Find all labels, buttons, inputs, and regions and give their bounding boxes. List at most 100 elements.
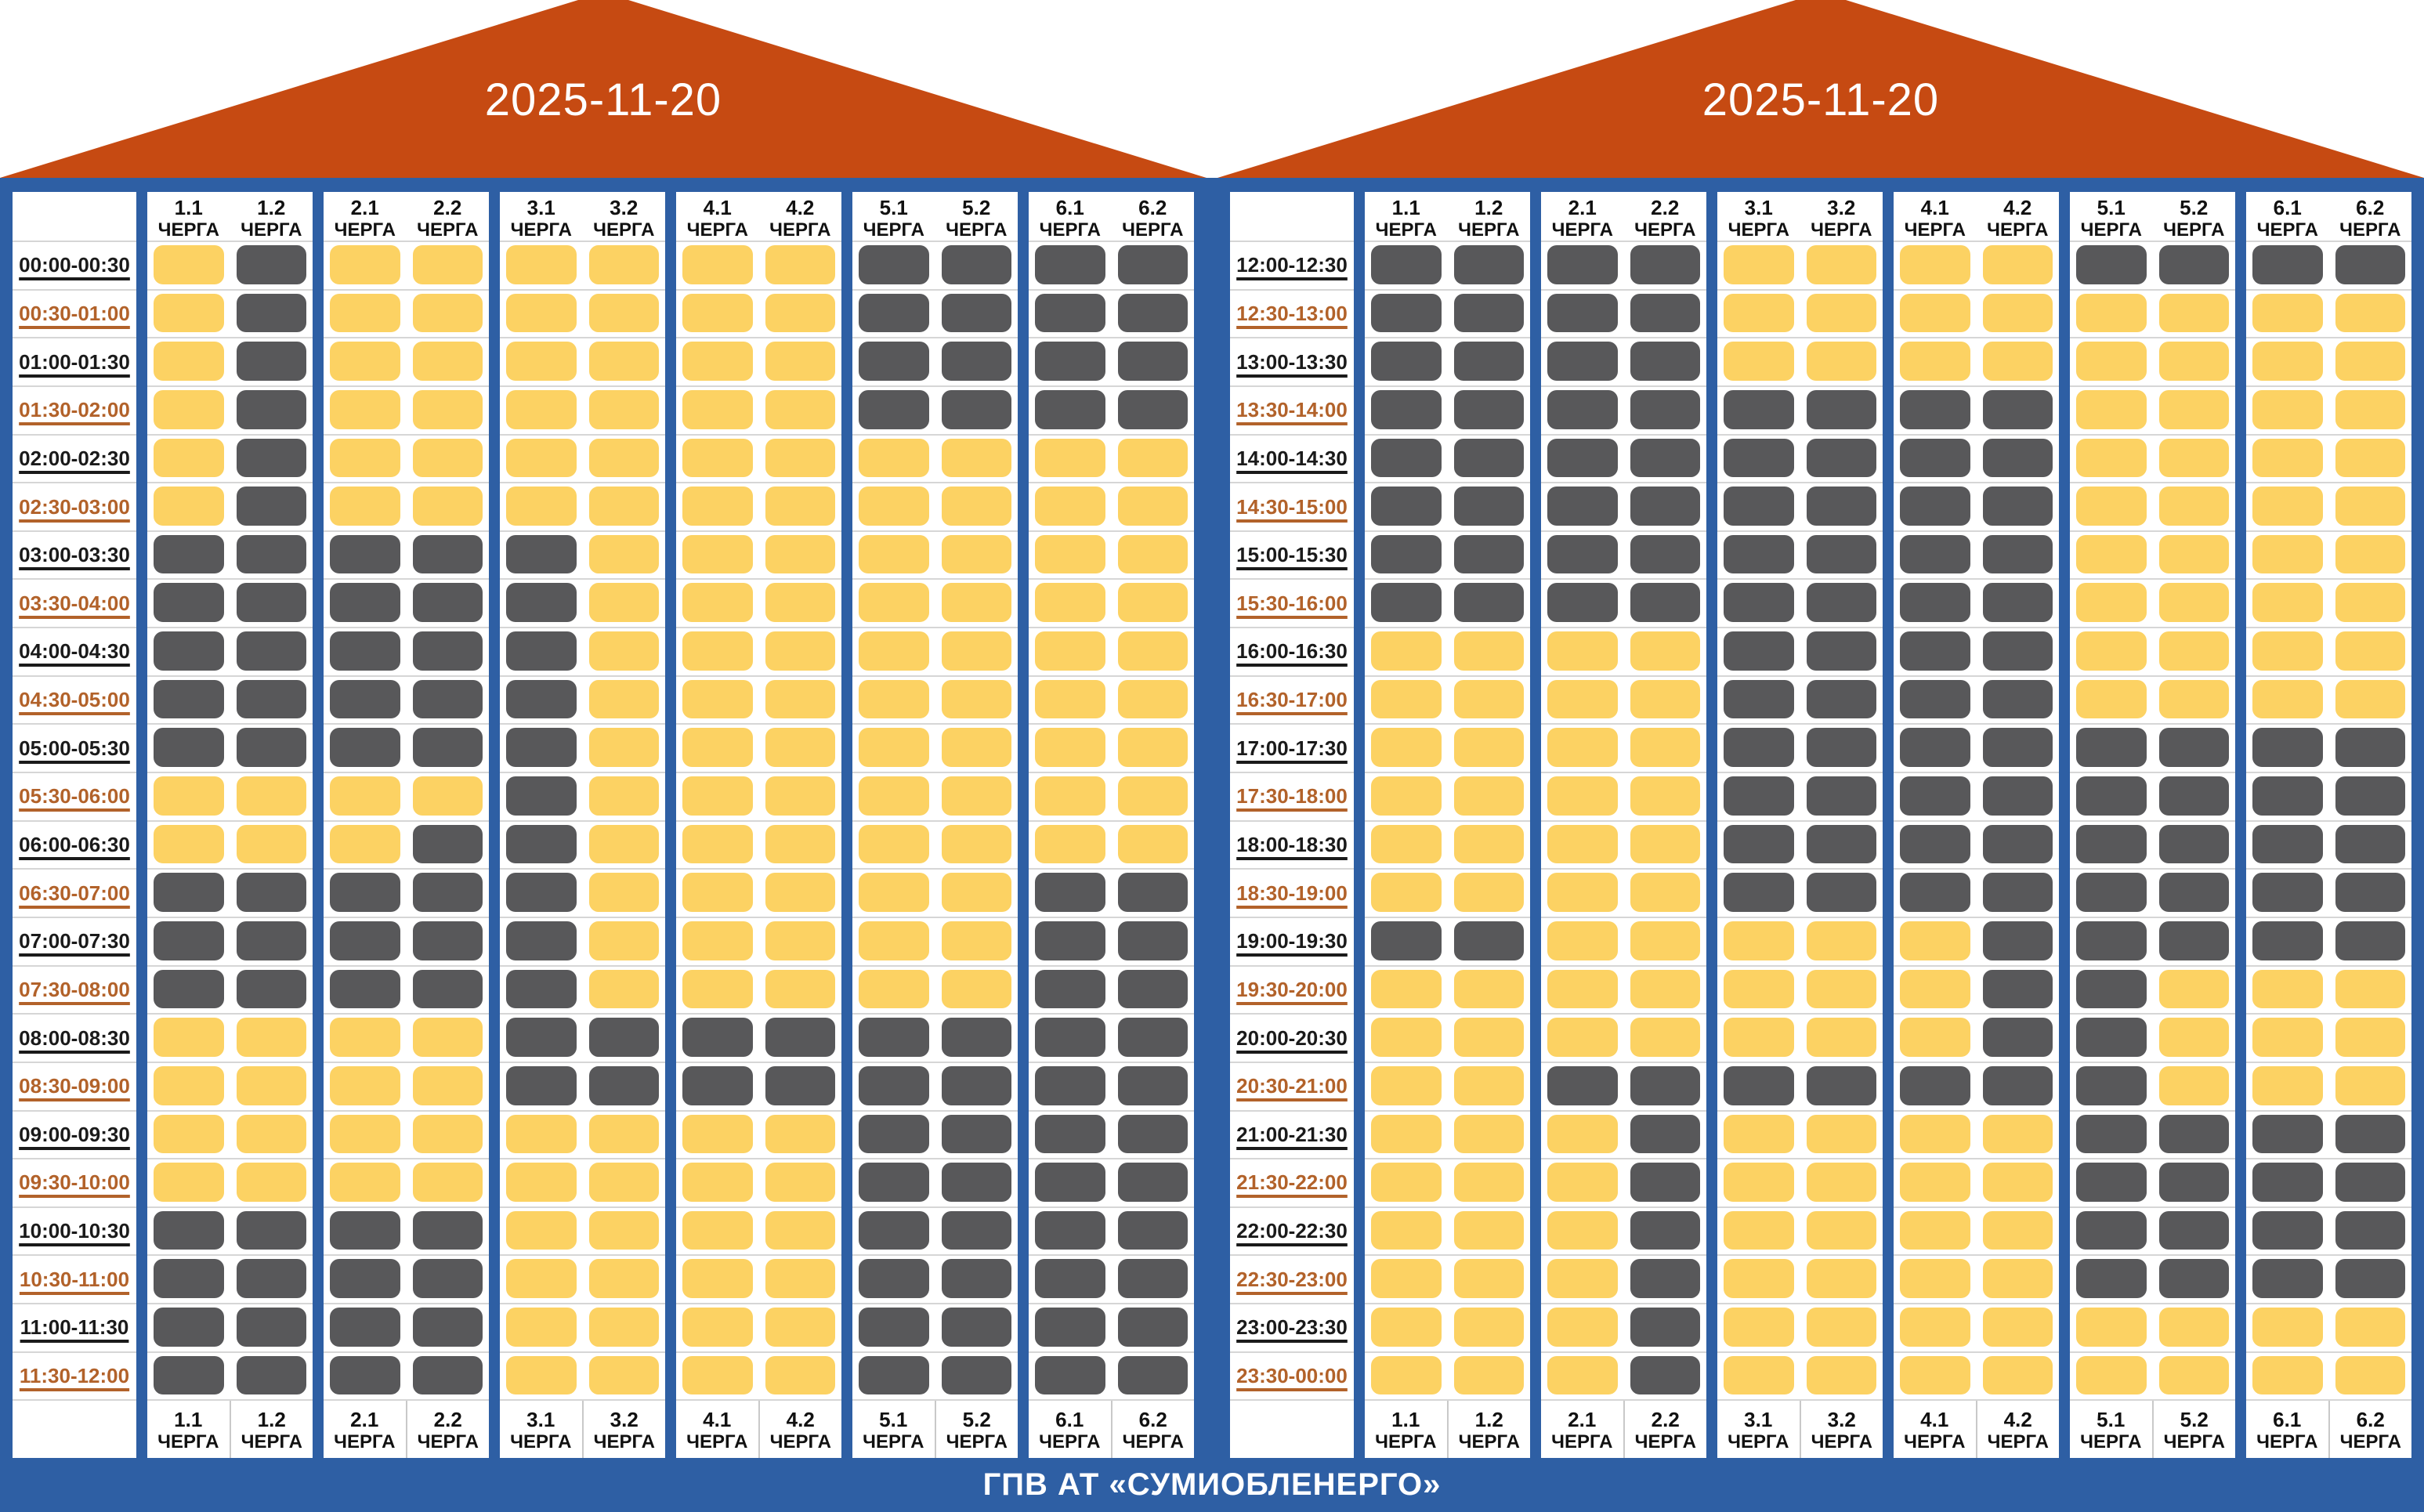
schedule-cell — [758, 483, 841, 532]
power-off-block — [1371, 487, 1442, 526]
schedule-cell — [1894, 387, 1977, 436]
group-divider — [2059, 725, 2070, 774]
schedule-cell — [500, 822, 583, 870]
group-divider — [2235, 821, 2246, 870]
schedule-cell — [1976, 338, 2059, 387]
schedule-cell — [1976, 1208, 2059, 1257]
power-off-block — [1982, 631, 2053, 671]
power-on-block — [1806, 1018, 1876, 1057]
schedule-cell — [2152, 1304, 2235, 1353]
power-off-block — [236, 1355, 306, 1395]
schedule-cell — [1800, 387, 1883, 436]
power-off-block — [236, 1308, 306, 1347]
power-on-block — [1453, 1259, 1524, 1299]
group-divider — [2059, 1159, 2070, 1208]
column-header: 3.1 ЧЕРГА — [1717, 1401, 1800, 1458]
schedule-cell — [500, 1353, 583, 1402]
group-divider — [665, 1159, 676, 1208]
schedule-cell — [2152, 870, 2235, 918]
schedule-cell — [1447, 628, 1530, 677]
power-on-block — [2158, 1065, 2229, 1105]
schedule-cell — [2070, 822, 2153, 870]
schedule-cell — [1029, 1063, 1112, 1112]
power-on-block — [236, 824, 306, 864]
schedule-cell — [406, 436, 489, 484]
power-on-block — [2335, 487, 2405, 526]
queue-word: ЧЕРГА — [686, 1431, 748, 1453]
schedule-cell — [1365, 773, 1448, 822]
queue-number: 6.2 — [1138, 196, 1167, 219]
group-divider — [136, 1111, 147, 1160]
schedule-cell — [582, 338, 665, 387]
power-on-block — [1724, 969, 1794, 1009]
power-on-block — [2076, 1355, 2147, 1395]
schedule-row: 22:00-22:30 — [1230, 1207, 2411, 1257]
power-on-block — [588, 921, 659, 960]
schedule-cell — [1541, 628, 1624, 677]
power-off-block — [1982, 389, 2053, 429]
schedule-cell — [582, 1256, 665, 1305]
schedule-cell — [1365, 1256, 1448, 1305]
power-on-block — [1453, 1163, 1524, 1202]
group-divider — [1706, 386, 1717, 436]
queue-number: 3.2 — [1827, 1408, 1856, 1432]
schedule-cell — [1623, 1256, 1706, 1305]
group-divider — [841, 1304, 852, 1353]
schedule-cell — [2070, 580, 2153, 629]
group-divider — [1018, 192, 1029, 242]
power-on-block — [412, 1163, 483, 1202]
schedule-cell — [1447, 532, 1530, 581]
group-divider — [489, 531, 500, 581]
schedule-row: 01:30-02:00 — [13, 386, 1194, 436]
group-divider — [1706, 870, 1717, 918]
power-on-block — [588, 679, 659, 719]
power-on-block — [588, 1210, 659, 1250]
power-on-block — [506, 1114, 577, 1154]
time-range-label: 07:00-07:30 — [13, 918, 136, 967]
power-off-block — [1630, 1210, 1700, 1250]
schedule-cell — [324, 1256, 407, 1305]
power-on-block — [1724, 921, 1794, 960]
schedule-row: 15:30-16:00 — [1230, 580, 2411, 629]
queue-number: 1.2 — [257, 1408, 286, 1432]
power-on-block — [1900, 1355, 1970, 1395]
power-off-block — [2252, 921, 2323, 960]
schedule-cell — [1447, 1353, 1530, 1402]
power-on-block — [1371, 1065, 1442, 1105]
power-off-block — [506, 583, 577, 623]
schedule-cell — [758, 628, 841, 677]
power-off-block — [1547, 342, 1618, 381]
schedule-cell — [582, 628, 665, 677]
power-on-block — [1900, 342, 1970, 381]
schedule-cell — [1541, 1063, 1624, 1112]
power-on-block — [1371, 1259, 1442, 1299]
group-divider — [1354, 1256, 1365, 1305]
group-divider — [1530, 917, 1541, 967]
schedule-cell — [582, 242, 665, 291]
schedule-cell — [230, 387, 313, 436]
power-on-block — [506, 1163, 577, 1202]
group-divider — [841, 435, 852, 484]
power-on-block — [2252, 342, 2323, 381]
group-divider — [2235, 966, 2246, 1015]
schedule-cell — [1717, 628, 1800, 677]
power-off-block — [1035, 293, 1105, 333]
schedule-cell — [1447, 338, 1530, 387]
power-on-block — [1117, 824, 1188, 864]
power-on-block — [682, 583, 753, 623]
schedule-cell — [935, 1353, 1018, 1402]
schedule-cell — [1029, 628, 1112, 677]
column-header: 4.2 ЧЕРГА — [758, 192, 841, 242]
schedule-cell — [852, 1112, 935, 1160]
power-on-block — [2158, 487, 2229, 526]
schedule-cell — [758, 773, 841, 822]
schedule-cell — [1894, 1112, 1977, 1160]
schedule-cell — [1447, 677, 1530, 725]
power-off-block — [236, 534, 306, 574]
schedule-cell — [582, 967, 665, 1015]
time-range-label: 05:30-06:00 — [13, 773, 136, 822]
schedule-cell — [2328, 387, 2411, 436]
group-divider — [313, 966, 324, 1015]
schedule-cell — [1365, 822, 1448, 870]
group-divider — [1883, 1159, 1894, 1208]
